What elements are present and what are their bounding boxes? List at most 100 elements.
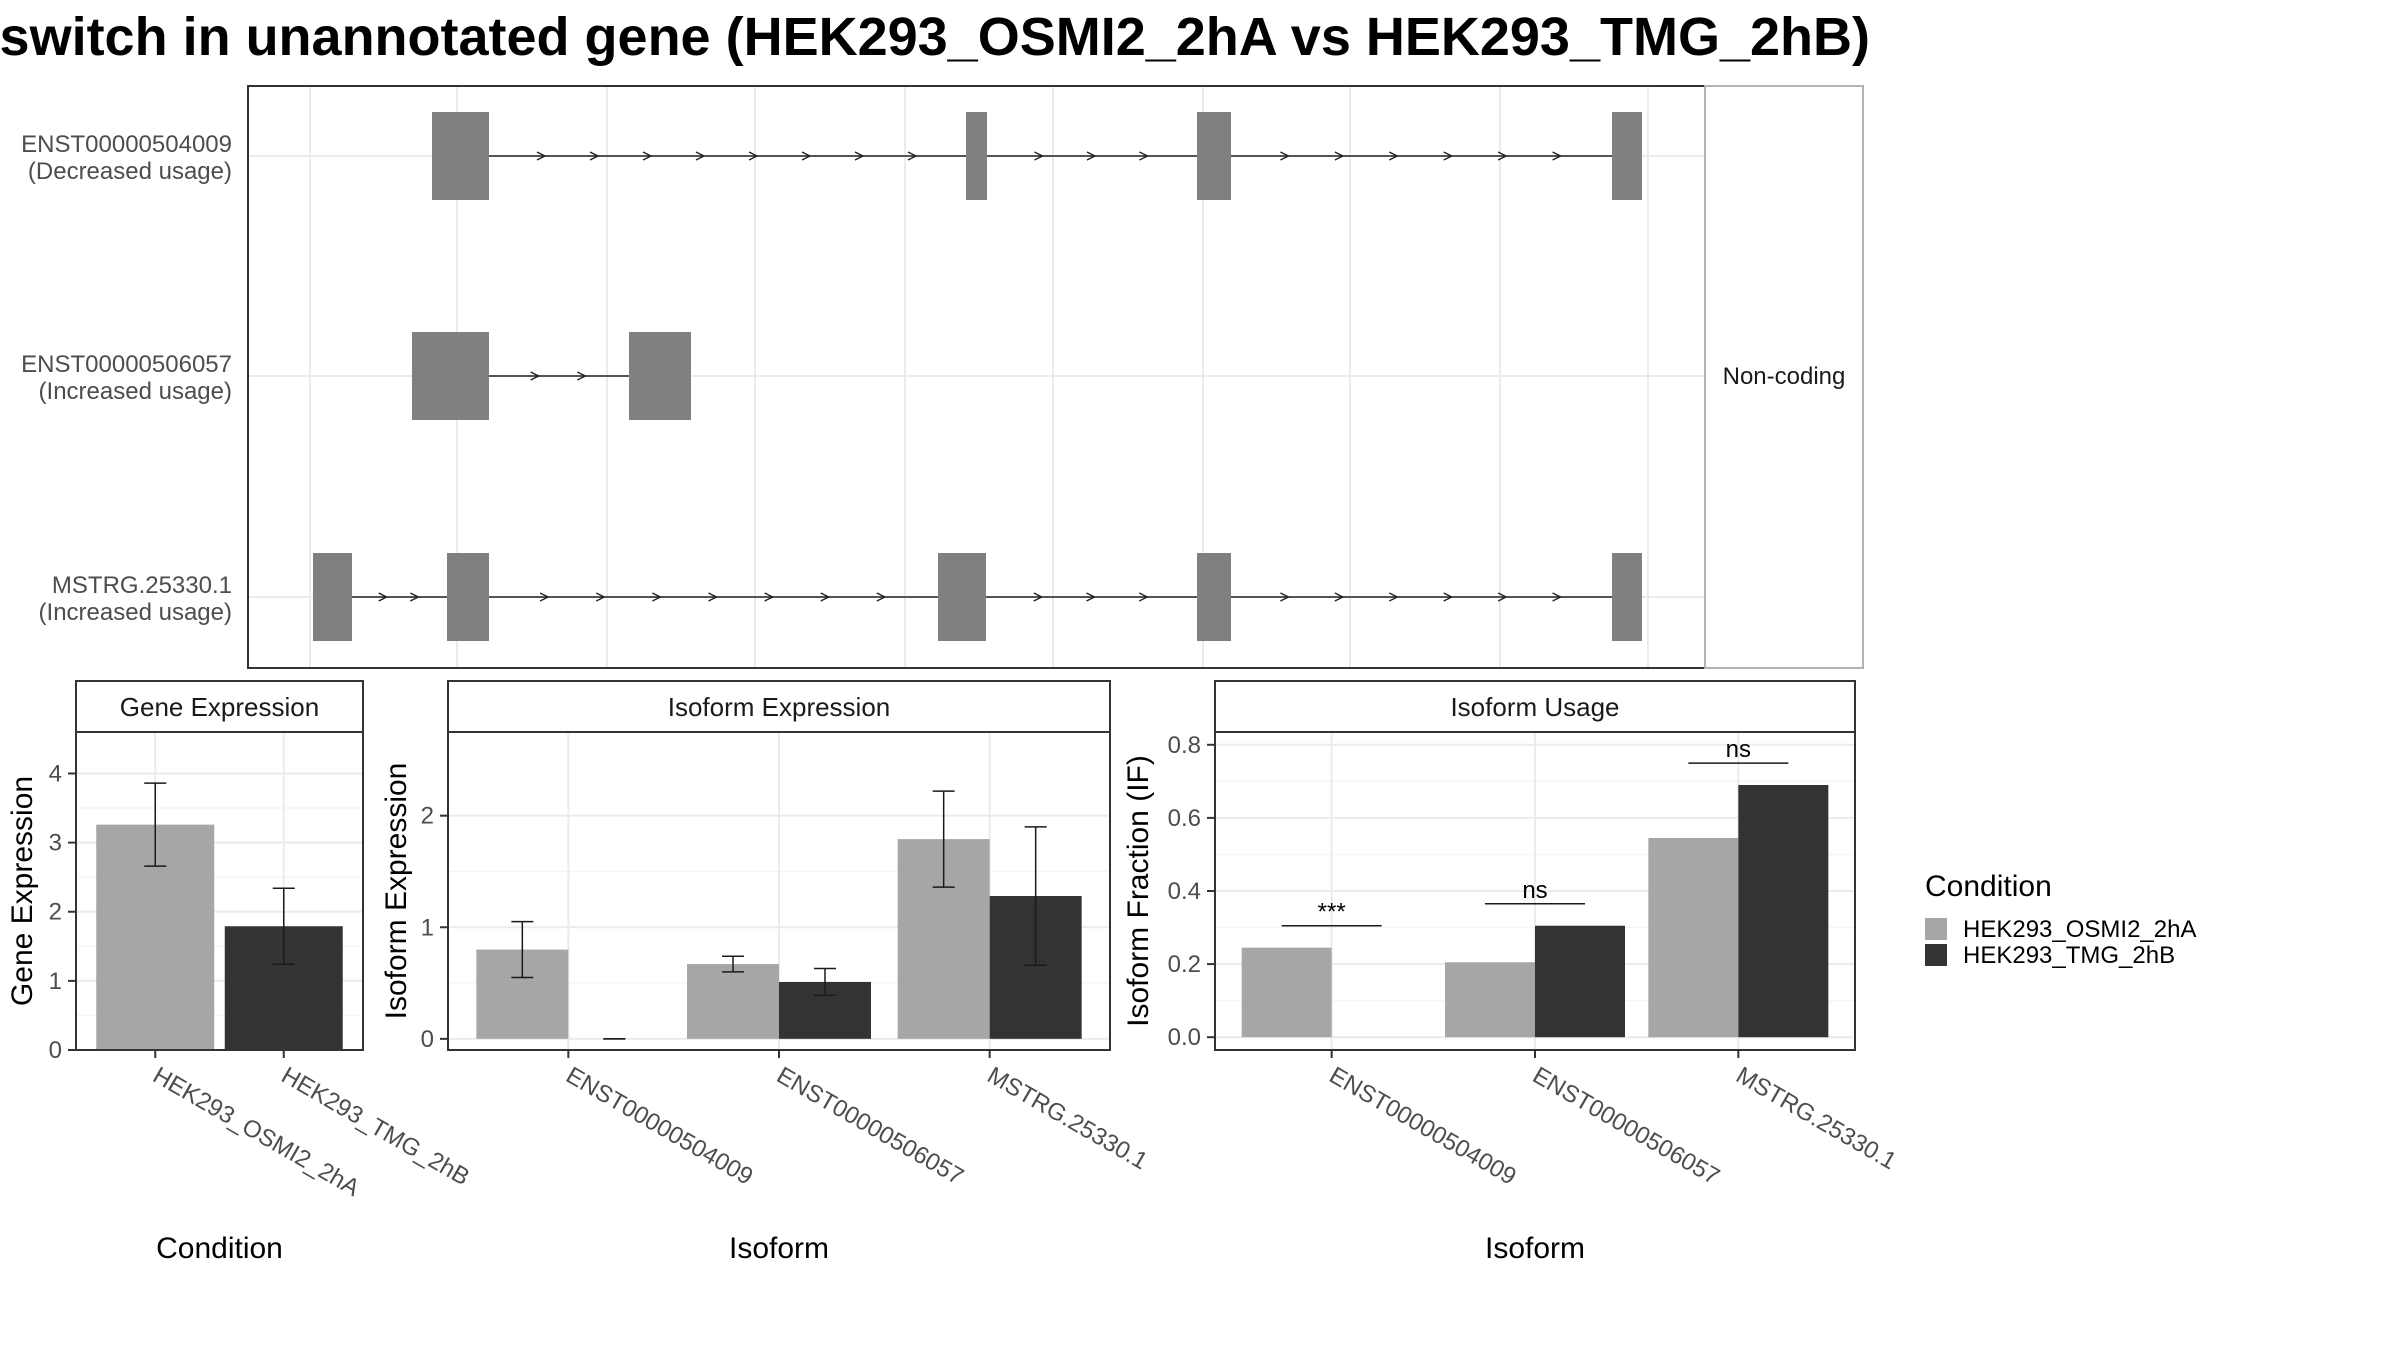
y-axis-title: Isoform Fraction (IF) (1122, 755, 1155, 1027)
panel-border (447, 731, 1111, 1051)
intron-arrow (1552, 151, 1563, 161)
intron-arrow (1334, 592, 1345, 602)
intron-arrow (539, 592, 550, 602)
legend-swatch (1925, 918, 1947, 940)
intron-arrow (595, 592, 606, 602)
intron-arrow (1443, 592, 1454, 602)
exon-block (1197, 112, 1231, 200)
y-tick-label: 0.0 (1168, 1024, 1201, 1051)
x-tick-label: ENST00000506057 (772, 1062, 968, 1191)
x-axis-title: Condition (156, 1232, 283, 1265)
panel-border (1214, 731, 1856, 1051)
legend-swatch (1925, 944, 1947, 966)
intron-arrow (589, 151, 600, 161)
panel-border (75, 731, 364, 1051)
legend-title: Condition (1925, 870, 2052, 903)
y-tick-label: 0.8 (1168, 732, 1201, 759)
legend-item-label: HEK293_TMG_2hB (1963, 942, 2175, 969)
isoform-usage-label: (Decreased usage) (28, 158, 232, 185)
facet-strip-title: Gene Expression (120, 692, 319, 722)
intron-arrow (1139, 151, 1150, 161)
intron-arrow (764, 592, 775, 602)
isoform-label: ENST00000506057 (21, 351, 232, 378)
intron-arrow (1034, 151, 1045, 161)
exon-block (1612, 112, 1642, 200)
intron-arrow (1138, 592, 1149, 602)
intron-arrow (1334, 151, 1345, 161)
title-clip: Isoform switch in unannotated gene (HEK2… (0, 0, 1870, 80)
x-tick-label: MSTRG.25330.1 (983, 1062, 1152, 1175)
y-tick-label: 4 (49, 760, 62, 787)
intron-arrow (1552, 592, 1563, 602)
y-tick-label: 2 (49, 899, 62, 926)
y-axis-title: Isoform Expression (380, 763, 413, 1020)
isoform-track (432, 112, 1642, 200)
intron-arrow (876, 592, 887, 602)
y-tick-label: 1 (421, 914, 434, 941)
intron-arrow (530, 371, 541, 381)
intron-arrow (1086, 151, 1097, 161)
isoform-usage-label: (Increased usage) (39, 378, 232, 405)
exon-block (966, 112, 987, 200)
bar (1535, 925, 1625, 1038)
bar (1738, 785, 1829, 1038)
intron-arrow (801, 151, 812, 161)
legend-item-label: HEK293_OSMI2_2hA (1963, 916, 2196, 943)
facet-strip-title: Isoform Usage (1450, 692, 1619, 722)
intron-arrow (410, 592, 420, 602)
isoform-track (313, 553, 1642, 641)
structure-strip (1704, 85, 1864, 669)
exon-block (1197, 553, 1231, 641)
facet-strip (447, 680, 1111, 733)
significance-label: *** (1318, 899, 1346, 926)
exon-block (1612, 553, 1642, 641)
intron-arrow (748, 151, 759, 161)
exon-block (938, 553, 986, 641)
intron-arrow (695, 151, 706, 161)
y-tick-label: 0.4 (1168, 878, 1201, 905)
bar (1241, 947, 1332, 1038)
significance-label: ns (1522, 877, 1547, 904)
y-tick-label: 0.2 (1168, 951, 1201, 978)
intron-arrow (577, 371, 587, 381)
y-tick-label: 3 (49, 830, 62, 857)
y-tick-label: 0.6 (1168, 805, 1201, 832)
y-tick-label: 2 (421, 803, 434, 830)
intron-arrow (652, 592, 662, 602)
exon-block (629, 332, 691, 420)
facet-strip-title: Isoform Expression (668, 692, 891, 722)
intron-arrow (1086, 592, 1097, 602)
bar (1445, 962, 1535, 1038)
x-tick-label: HEK293_OSMI2_2hA (148, 1062, 364, 1202)
x-tick-label: ENST00000504009 (1325, 1062, 1521, 1191)
significance-label: ns (1726, 736, 1751, 763)
intron-arrow (854, 151, 865, 161)
intron-arrow (1280, 592, 1290, 602)
intron-arrow (642, 151, 653, 161)
exon-block (432, 112, 489, 200)
exon-block (313, 553, 352, 641)
intron-arrow (708, 592, 719, 602)
x-axis-title: Isoform (729, 1232, 829, 1265)
intron-arrow (1497, 151, 1508, 161)
intron-arrow (907, 151, 918, 161)
intron-arrow (820, 592, 831, 602)
y-axis-title: Gene Expression (6, 776, 39, 1006)
x-tick-label: ENST00000506057 (1528, 1062, 1724, 1191)
x-axis-title: Isoform (1485, 1232, 1585, 1265)
intron-arrow (378, 592, 389, 602)
bar (1648, 838, 1739, 1038)
intron-arrow (1388, 151, 1399, 161)
isoform-label: ENST00000504009 (21, 131, 232, 158)
intron-arrow (536, 151, 547, 161)
structure-strip-label: Non-coding (1723, 363, 1846, 390)
plot-title: Isoform switch in unannotated gene (HEK2… (0, 7, 1870, 67)
intron-arrow (1497, 592, 1508, 602)
intron-arrow (1443, 151, 1454, 161)
bar (687, 964, 779, 1039)
isoform-label: MSTRG.25330.1 (52, 572, 232, 599)
x-tick-label: MSTRG.25330.1 (1731, 1062, 1900, 1175)
facet-strip (1214, 680, 1856, 733)
y-tick-label: 1 (49, 968, 62, 995)
